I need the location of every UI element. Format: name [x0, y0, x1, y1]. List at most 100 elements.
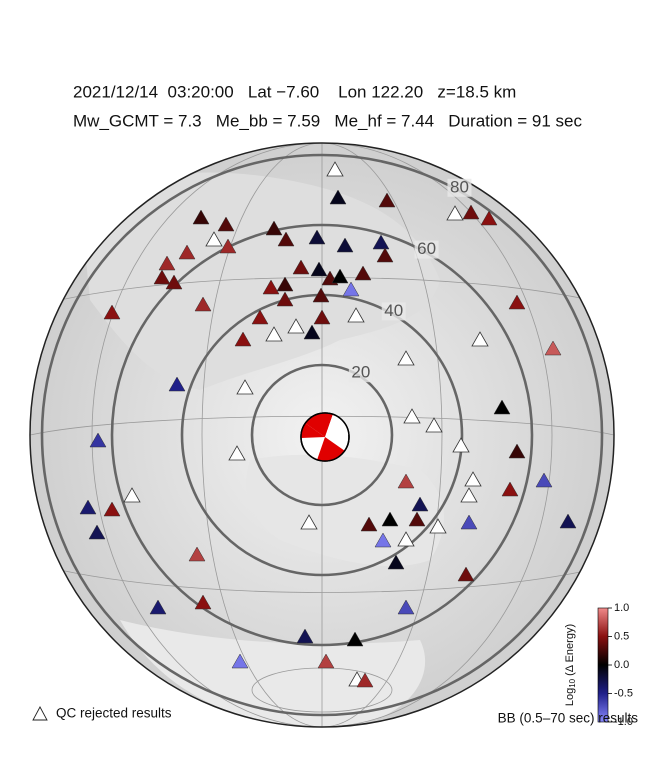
station [153, 269, 171, 285]
station [276, 291, 294, 307]
colorbar-bar [597, 607, 609, 723]
station [276, 276, 294, 292]
colorbar-label-rest: (Δ Energy) [564, 624, 576, 676]
qc-rejected-station [265, 326, 283, 342]
colorbar-label-sub: 10 [568, 678, 577, 687]
station [251, 309, 269, 325]
qc-rejected-station [452, 437, 470, 453]
station [493, 399, 511, 415]
station [217, 216, 235, 232]
station [346, 631, 364, 647]
qc-rejected-station [397, 350, 415, 366]
station [480, 210, 498, 226]
colorbar: Log10 (Δ Energy) 1.0 0.5 0.0 -0.5 -1.0 [564, 602, 633, 728]
ring-label: 20 [351, 363, 370, 382]
landmass [246, 454, 444, 567]
ring-label-bg [348, 364, 373, 383]
station [374, 532, 392, 548]
ring-label-bg [381, 302, 406, 321]
station [158, 255, 176, 271]
qc-rejected-station [123, 487, 141, 503]
station [501, 481, 519, 497]
landmass [120, 620, 425, 727]
station [397, 599, 415, 615]
station [178, 244, 196, 260]
station [79, 499, 97, 515]
station [262, 279, 280, 295]
station [317, 653, 335, 669]
qc-rejected-station [464, 471, 482, 487]
station [292, 259, 310, 275]
colorbar-tick-label: -0.5 [614, 687, 633, 699]
qc-rejected-station [347, 307, 365, 323]
station [342, 281, 360, 297]
station [460, 514, 478, 530]
station [265, 220, 283, 236]
station [192, 209, 210, 225]
station [397, 473, 415, 489]
station [457, 566, 475, 582]
station [149, 599, 167, 615]
station [336, 237, 354, 253]
station [219, 238, 237, 254]
beachball [300, 412, 350, 462]
station [559, 513, 577, 529]
qc-rejected-station [403, 408, 421, 424]
qc-rejected-station [425, 417, 443, 433]
qc-rejected-station [460, 487, 478, 503]
station [310, 261, 328, 277]
stations [79, 161, 577, 688]
station [296, 628, 314, 644]
station [303, 324, 321, 340]
station [535, 472, 553, 488]
station [411, 496, 429, 512]
qc-rejected-station [326, 161, 344, 177]
station [360, 516, 378, 532]
distance-ring [110, 223, 534, 647]
header-line-1: 2021/12/14 03:20:00 Lat −7.60 Lon 122.20… [73, 82, 516, 101]
ring-label: 80 [450, 177, 469, 196]
ring-label: 40 [384, 301, 403, 320]
colorbar-tick-label: 0.5 [614, 630, 629, 642]
station [544, 340, 562, 356]
ring-label: 60 [417, 239, 436, 258]
colorbar-tick-label: -1.0 [614, 716, 633, 728]
qc-rejected-station [236, 379, 254, 395]
colorbar-label-main: Log [564, 688, 576, 706]
qc-rejected-station [205, 231, 223, 247]
colorbar-tick-label: 0.0 [614, 659, 629, 671]
legend-rejected: QC rejected results [56, 706, 172, 721]
station [329, 189, 347, 205]
station [313, 309, 331, 325]
station [103, 501, 121, 517]
station [308, 229, 326, 245]
station [331, 268, 349, 284]
station [508, 294, 526, 310]
beachball-quadrant [317, 437, 345, 462]
distance-ring [250, 363, 394, 507]
qc-rejected-station [397, 531, 415, 547]
qc-rejected-station [429, 518, 447, 534]
station [88, 524, 106, 540]
ring-label-bg [447, 178, 472, 197]
distance-ring [40, 153, 604, 717]
station [234, 331, 252, 347]
beachball-quadrant [300, 423, 325, 438]
station [231, 653, 249, 669]
station [312, 287, 330, 303]
ring-label-bg [414, 240, 439, 259]
station [462, 204, 480, 220]
map-border [29, 142, 615, 728]
qc-rejected-station [287, 318, 305, 334]
header-line-2: Mw_GCMT = 7.3 Me_bb = 7.59 Me_hf = 7.44 … [73, 111, 583, 130]
station [508, 443, 526, 459]
legend-rejected-symbol [32, 706, 48, 721]
station [89, 432, 107, 448]
station [378, 192, 396, 208]
beachball-quadrant [325, 414, 349, 437]
station [168, 376, 186, 392]
station [372, 234, 390, 250]
qc-rejected-station [446, 205, 464, 221]
station [194, 594, 212, 610]
